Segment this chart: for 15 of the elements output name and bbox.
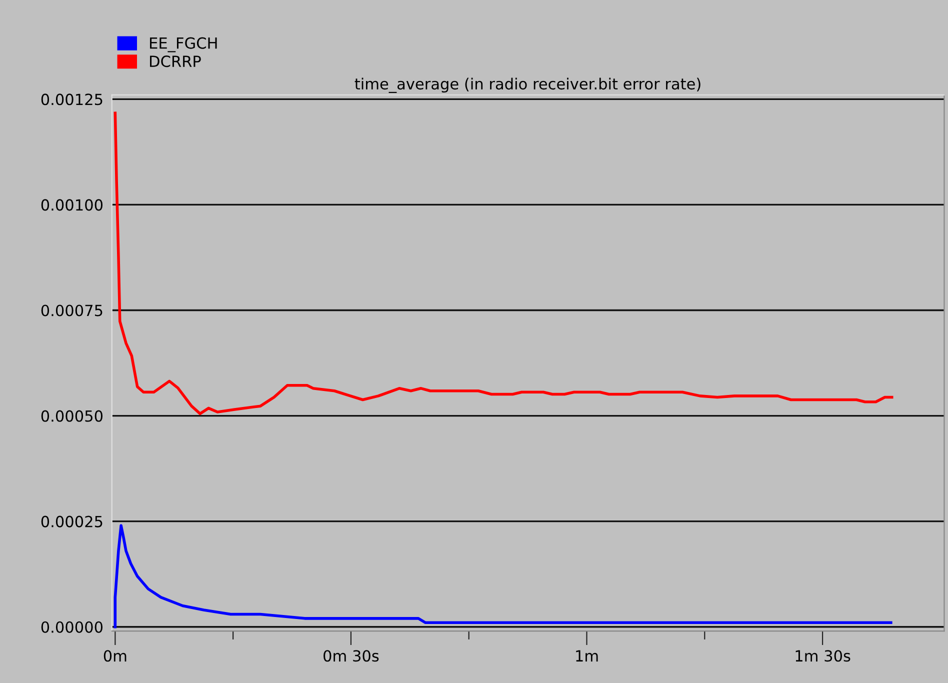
legend-label: DCRRP bbox=[150, 56, 201, 68]
x-tick-label: 1m bbox=[576, 650, 598, 662]
x-tick-label: 0m 30s bbox=[324, 650, 379, 662]
line-series bbox=[114, 112, 894, 416]
y-tick-label: 0.00000 bbox=[41, 621, 103, 633]
legend-label: EE_FGCH bbox=[150, 37, 217, 52]
y-tick-label: 0.00075 bbox=[41, 304, 102, 316]
y-tick-label: 0.00125 bbox=[41, 94, 102, 106]
y-tick-label: 0.00050 bbox=[41, 410, 103, 422]
line-series bbox=[114, 524, 892, 628]
x-tick-label: 1m 30s bbox=[796, 650, 850, 662]
y-tick-label: 0.00025 bbox=[41, 516, 102, 528]
y-tick-label: 0.00100 bbox=[41, 199, 103, 211]
chart-title: time_average (in radio receiver.bit error rate) bbox=[354, 78, 700, 93]
x-tick-label: 0m bbox=[104, 650, 126, 662]
